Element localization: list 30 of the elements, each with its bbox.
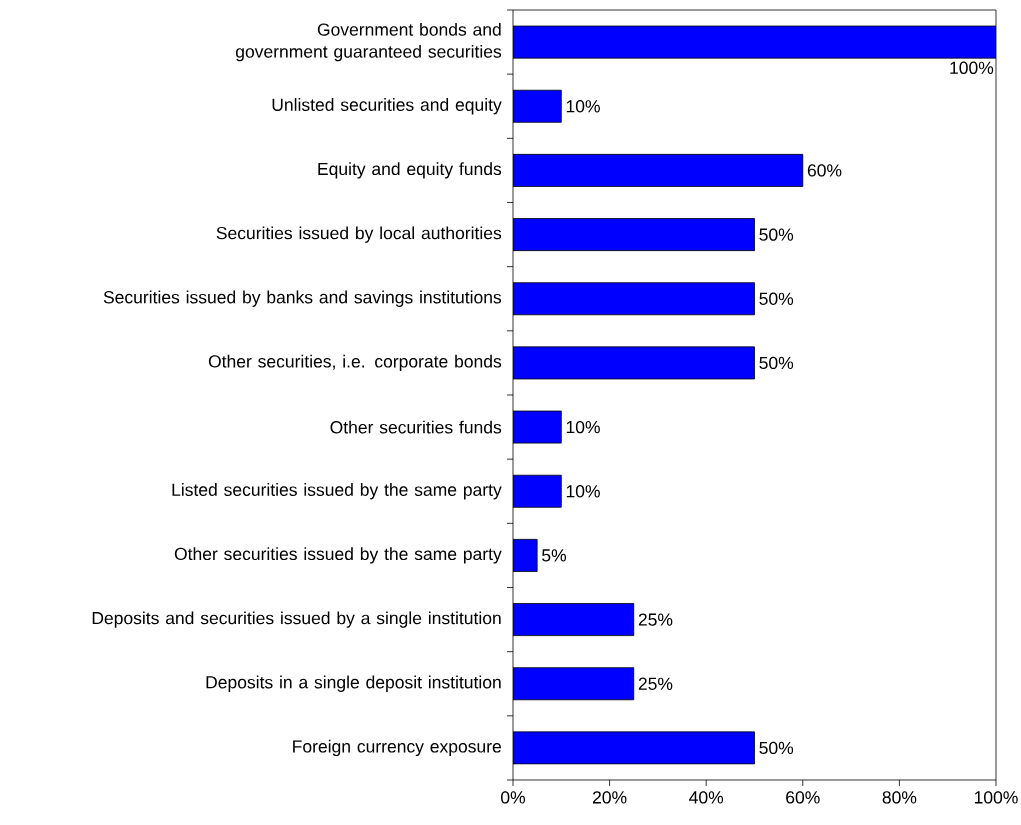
data-label: 25% [638, 613, 673, 626]
data-label: 10% [566, 485, 600, 498]
x-tick-label: 40% [689, 791, 724, 804]
data-label: 50% [759, 228, 794, 241]
data-label: 25% [638, 677, 673, 690]
data-label: 50% [759, 292, 794, 305]
y-tick-label: Deposits and securities issued by a single institution [92, 611, 501, 628]
data-label: 10% [566, 100, 600, 113]
y-tick-label: Government bonds and government guaranteed securities [235, 22, 502, 62]
x-tick-label: 60% [786, 791, 820, 804]
x-tick-label: 0% [501, 791, 526, 804]
y-tick-label: Deposits in a single deposit institution [206, 675, 501, 692]
y-tick-label: Securities issued by local authorities [216, 226, 502, 243]
data-label: 100% [950, 61, 994, 74]
data-label: 5% [542, 549, 567, 562]
data-label: 10% [566, 420, 600, 434]
data-label: 50% [759, 741, 794, 755]
y-tick-label: Equity and equity funds [318, 162, 502, 179]
y-tick-label: Unlisted securities and equity [272, 98, 502, 115]
y-tick-label: Securities issued by banks and savings institutions [103, 290, 502, 307]
data-label: 60% [807, 164, 842, 177]
y-tick-label: Other securities, i.e. corporate bonds [208, 354, 502, 372]
y-tick-label: Other securities funds [330, 420, 502, 434]
x-tick-label: 100% [974, 791, 1018, 804]
y-tick-label: Listed securities issued by the same party [172, 483, 502, 500]
y-tick-label: Other securities issued by the same party [174, 547, 502, 564]
x-tick-label: 20% [592, 791, 627, 804]
data-label: 50% [759, 356, 794, 370]
y-tick-label: Foreign currency exposure [293, 739, 501, 757]
x-tick-label: 80% [882, 791, 917, 804]
